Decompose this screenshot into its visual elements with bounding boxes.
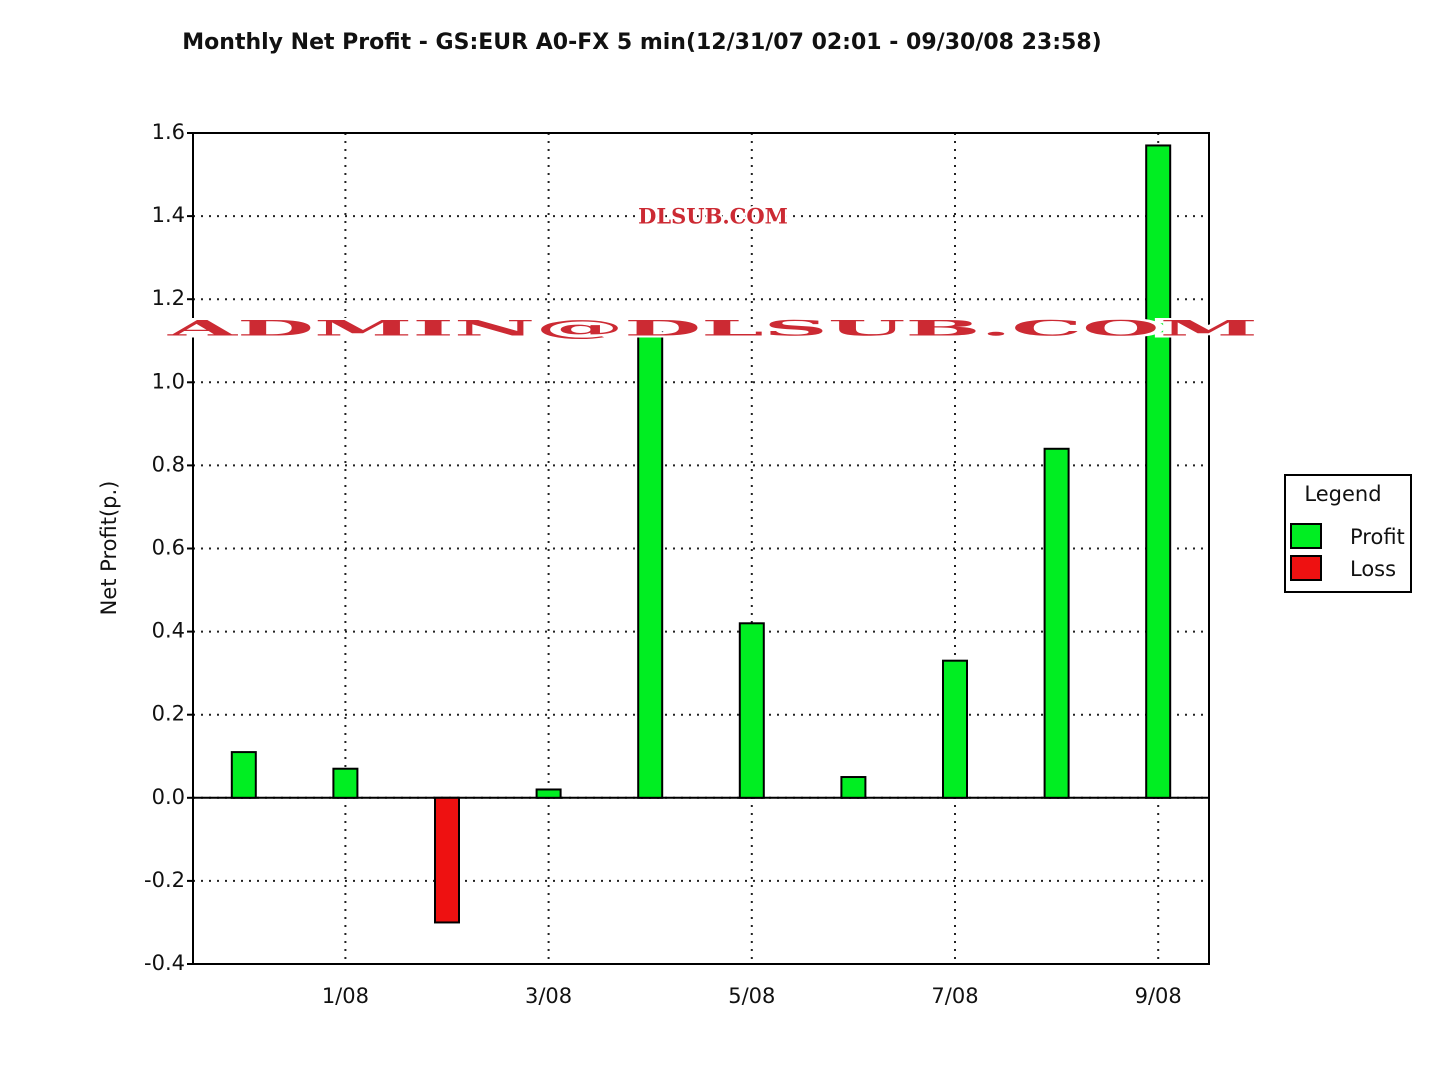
y-axis-label: Net Profit(p.) xyxy=(97,481,121,616)
bar xyxy=(1145,144,1172,799)
x-tick-label: 1/08 xyxy=(322,984,369,1008)
x-tick-label: 7/08 xyxy=(931,984,978,1008)
y-tick-label: 0.2 xyxy=(152,702,185,726)
bar xyxy=(332,767,359,799)
y-tick-label: 1.2 xyxy=(152,286,185,310)
bar xyxy=(434,796,460,924)
watermark: ADMIN@DLSUB.COM xyxy=(164,316,1258,341)
bar xyxy=(840,776,867,799)
y-tick-label: -0.4 xyxy=(144,951,185,975)
bar xyxy=(738,622,765,799)
bar xyxy=(1043,447,1070,799)
chart-title: Monthly Net Profit - GS:EUR A0-FX 5 min(… xyxy=(182,30,1101,55)
legend-label: Loss xyxy=(1350,557,1396,581)
x-tick-label: 3/08 xyxy=(525,984,572,1008)
y-tick-label: -0.2 xyxy=(144,868,185,892)
y-tick-label: 0.4 xyxy=(152,619,185,643)
legend-swatch xyxy=(1290,523,1322,549)
bar xyxy=(637,331,664,799)
legend-title: Legend xyxy=(1304,482,1381,506)
y-tick-label: 1.6 xyxy=(152,120,185,144)
y-tick-label: 0.8 xyxy=(152,452,185,476)
y-tick-label: 1.4 xyxy=(152,203,185,227)
watermark: DLSUB.COM xyxy=(638,204,788,229)
bar xyxy=(230,751,257,799)
x-tick-label: 9/08 xyxy=(1135,984,1182,1008)
y-tick-label: 1.0 xyxy=(152,369,185,393)
legend-label: Profit xyxy=(1350,525,1405,549)
legend-swatch xyxy=(1290,555,1322,581)
bar xyxy=(535,788,562,799)
plot-frame xyxy=(192,132,1210,965)
y-tick-label: 0.6 xyxy=(152,536,185,560)
bar xyxy=(942,659,968,799)
y-tick-label: 0.0 xyxy=(152,785,185,809)
x-tick-label: 5/08 xyxy=(728,984,775,1008)
